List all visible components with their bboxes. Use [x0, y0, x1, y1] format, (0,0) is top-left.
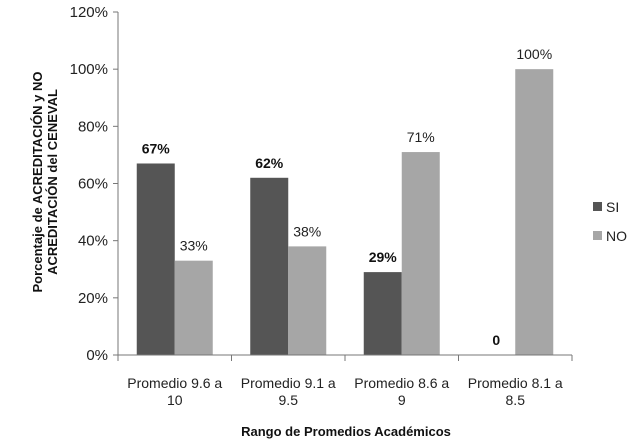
category-label: Promedio 8.6 a — [354, 375, 449, 391]
bar-si-3 — [363, 272, 402, 355]
y-tick-label: 60% — [78, 176, 108, 193]
bar-si-2 — [250, 177, 289, 355]
data-label-no-2: 38% — [293, 223, 321, 239]
bar-no-1 — [174, 260, 213, 355]
y-tick-label: 40% — [78, 233, 108, 250]
bar-si-1 — [136, 163, 175, 355]
category-label: Promedio 9.6 a — [127, 375, 222, 391]
category-label: 8.5 — [506, 392, 526, 408]
x-axis-title: Rango de Promedios Académicos — [241, 424, 451, 439]
category-label: Promedio 9.1 a — [241, 375, 336, 391]
y-tick-label: 80% — [78, 118, 108, 135]
data-label-no-4: 100% — [516, 46, 552, 62]
y-tick-label: 0% — [86, 347, 108, 364]
data-label-si-3: 29% — [369, 249, 398, 265]
bar-no-4 — [515, 69, 554, 356]
y-tick-label: 120% — [70, 4, 108, 21]
y-axis-title-line-1: Porcentaje de ACREDITACIÓN y NO — [30, 71, 45, 292]
category-label: 9 — [398, 392, 406, 408]
data-label-no-3: 71% — [407, 129, 435, 145]
data-label-si-2: 62% — [255, 155, 284, 171]
bar-no-2 — [288, 246, 327, 355]
category-label: Promedio 8.1 a — [468, 375, 563, 391]
legend-swatch-no — [593, 231, 602, 240]
legend-label-si: SI — [606, 199, 619, 215]
y-tick-label: 20% — [78, 290, 108, 307]
data-label-si-1: 67% — [142, 140, 171, 156]
bar-no-3 — [401, 152, 440, 355]
legend-label-no: NO — [606, 228, 627, 244]
data-label-si-4: 0 — [492, 332, 500, 348]
legend: SI NO — [593, 199, 627, 244]
y-tick-label: 100% — [70, 61, 108, 78]
category-label: 9.5 — [279, 392, 299, 408]
y-axis-title: Porcentaje de ACREDITACIÓN y NO ACREDITA… — [30, 71, 60, 292]
data-label-no-1: 33% — [180, 238, 208, 254]
legend-swatch-si — [593, 202, 602, 211]
category-label: 10 — [167, 392, 183, 408]
y-axis-title-line-2: ACREDITACIÓN del CENEVAL — [45, 89, 60, 275]
